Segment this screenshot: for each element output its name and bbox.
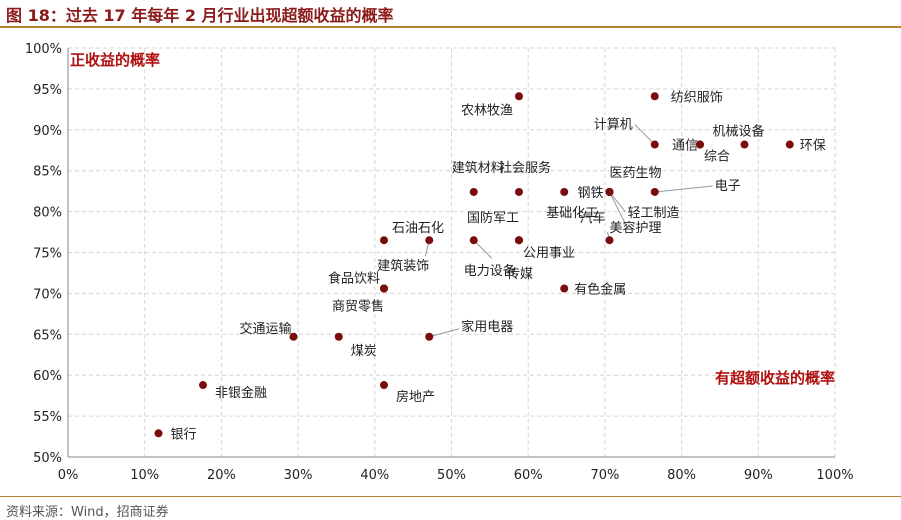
data-label: 机械设备	[712, 124, 764, 140]
y-axis-label: 正收益的概率	[70, 51, 160, 69]
data-label: 银行	[171, 427, 197, 442]
data-point	[154, 429, 163, 438]
data-label: 公用事业	[523, 246, 575, 261]
y-tick-label: 85%	[33, 165, 62, 180]
x-tick-label: 40%	[360, 468, 389, 483]
chart-title: 图 18：过去 17 年每年 2 月行业出现超额收益的概率	[6, 6, 394, 25]
data-point	[514, 187, 523, 196]
data-label: 建筑装饰	[377, 258, 429, 274]
scatter-chart: 50% 55% 60% 65% 70% 75% 80% 85% 90% 95% 100% 0% 10% 2…	[25, 42, 854, 483]
data-label: 建筑材料	[452, 160, 504, 176]
data-label: 石油石化	[392, 221, 444, 236]
y-tick-label: 90%	[33, 124, 62, 139]
x-tick-label: 20%	[207, 468, 236, 483]
x-tick-label: 80%	[667, 468, 696, 483]
leader-line	[473, 239, 493, 259]
data-point	[514, 92, 523, 101]
y-tick-label: 95%	[33, 83, 62, 98]
data-label: 农林牧渔	[461, 103, 513, 118]
leader-line	[609, 191, 628, 229]
data-point	[560, 187, 569, 196]
data-point	[380, 381, 389, 390]
data-label: 煤炭	[351, 344, 377, 359]
y-tick-label: 50%	[33, 451, 62, 466]
data-label: 综合	[704, 150, 730, 165]
data-label: 商贸零售	[332, 298, 384, 314]
leader-line	[429, 328, 460, 338]
data-point	[425, 236, 434, 245]
data-point	[425, 332, 434, 341]
x-tick-label: 50%	[437, 468, 466, 483]
data-label: 电力设备	[464, 263, 516, 279]
data-point	[514, 236, 523, 245]
y-tick-label: 60%	[33, 369, 62, 384]
data-label: 钢铁	[577, 186, 603, 201]
leader-line	[634, 124, 656, 145]
y-tick-label: 65%	[33, 328, 62, 343]
y-tick-label: 80%	[33, 206, 62, 221]
data-label: 传媒	[507, 267, 533, 282]
data-point	[740, 140, 749, 149]
data-label: 基础化工	[546, 206, 598, 221]
data-label: 医药生物	[610, 166, 662, 181]
data-label: 汽车	[579, 210, 605, 226]
data-point	[198, 381, 207, 390]
data-point	[650, 140, 659, 149]
x-tick-label: 60%	[514, 468, 543, 483]
data-point	[469, 236, 478, 245]
x-tick-label: 70%	[590, 468, 619, 483]
data-label: 电子	[715, 179, 741, 194]
data-label: 家用电器	[461, 319, 513, 335]
x-tick-label: 90%	[744, 468, 773, 483]
data-label: 国防军工	[467, 210, 519, 226]
leader-line	[654, 185, 713, 193]
data-label: 社会服务	[499, 160, 551, 176]
source-note: 资料来源：Wind，招商证券	[6, 505, 169, 520]
x-axis-label: 有超额收益的概率	[715, 369, 835, 387]
data-point	[380, 236, 389, 245]
data-label: 环保	[800, 139, 826, 154]
x-tick-label: 0%	[58, 468, 79, 483]
data-label: 交通运输	[239, 321, 291, 337]
x-tick-label: 10%	[130, 468, 159, 483]
data-point	[696, 140, 705, 149]
data-label: 美容护理	[610, 220, 662, 236]
x-tick-label: 100%	[816, 468, 853, 483]
data-label: 计算机	[594, 118, 633, 133]
data-point	[334, 332, 343, 341]
y-tick-label: 70%	[33, 287, 62, 302]
data-label: 轻工制造	[628, 206, 680, 221]
y-tick-label: 100%	[25, 42, 62, 57]
leader-line	[609, 191, 626, 213]
data-point	[380, 284, 389, 293]
x-tick-label: 30%	[284, 468, 313, 483]
data-point	[785, 140, 794, 149]
data-label: 通信	[672, 139, 698, 154]
data-label: 有色金属	[574, 281, 626, 297]
y-tick-label: 55%	[33, 410, 62, 425]
title-rule	[0, 26, 901, 28]
data-point	[289, 332, 298, 341]
data-point	[560, 284, 569, 293]
data-label: 房地产	[396, 389, 435, 405]
data-label: 纺织服饰	[671, 90, 723, 105]
data-point	[605, 236, 614, 245]
data-label: 食品饮料	[328, 270, 380, 286]
data-point	[469, 187, 478, 196]
data-point	[605, 187, 614, 196]
data-label: 非银金融	[215, 385, 267, 401]
data-point	[650, 92, 659, 101]
y-tick-label: 75%	[33, 247, 62, 262]
data-point	[650, 187, 659, 196]
footer-rule	[0, 496, 901, 497]
